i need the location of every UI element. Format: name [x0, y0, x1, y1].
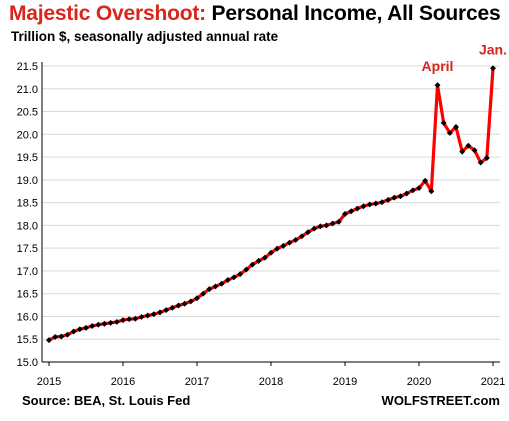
- data-point: [305, 229, 311, 236]
- chart-subtitle: Trillion $, seasonally adjusted annual r…: [11, 29, 279, 44]
- series-line: [48, 68, 495, 342]
- data-point: [107, 319, 114, 326]
- data-point: [231, 274, 237, 281]
- y-tick-label: 20.0: [17, 129, 38, 141]
- data-point: [391, 194, 398, 201]
- x-tick-label: 2019: [333, 376, 357, 388]
- data-point: [409, 187, 416, 194]
- y-tick-label: 21.0: [17, 84, 38, 96]
- x-tick-label: 2020: [407, 376, 431, 388]
- chart-title-rest: Personal Income, All Sources: [205, 2, 501, 25]
- data-point: [348, 208, 355, 215]
- data-point: [366, 201, 373, 208]
- data-point: [292, 236, 299, 243]
- data-point: [483, 155, 490, 161]
- chart-title-accent: Majestic Overshoot:: [9, 2, 206, 25]
- y-tick-label: 17.5: [17, 243, 38, 255]
- data-point: [317, 223, 324, 230]
- data-point: [126, 316, 133, 323]
- data-point: [323, 222, 330, 229]
- brand-label: WOLFSTREET.com: [381, 393, 500, 408]
- data-point: [101, 320, 108, 327]
- data-points: [46, 65, 496, 344]
- data-point: [286, 239, 293, 246]
- x-tick-label: 2016: [111, 376, 135, 388]
- annotation-label: April: [422, 58, 454, 74]
- data-point: [280, 242, 287, 249]
- annotation-label: Jan.: [479, 41, 507, 57]
- data-point: [218, 280, 225, 287]
- data-point: [397, 193, 404, 200]
- data-point: [181, 300, 188, 307]
- y-tick-label: 17.0: [17, 266, 38, 278]
- chart-title: Majestic Overshoot: Personal Income, All…: [9, 2, 501, 26]
- x-tick-label: 2017: [185, 376, 209, 388]
- y-tick-label: 15.5: [17, 334, 38, 346]
- data-point: [446, 129, 453, 136]
- data-point: [434, 82, 441, 89]
- y-tick-label: 20.5: [17, 107, 38, 119]
- annotations: April Jan.: [422, 41, 507, 74]
- y-tick-label: 19.0: [17, 175, 38, 187]
- source-note: Source: BEA, St. Louis Fed: [22, 393, 191, 408]
- data-point: [200, 290, 207, 297]
- y-tick-label: 15.0: [17, 357, 38, 369]
- data-point: [311, 225, 318, 232]
- data-point: [249, 261, 256, 268]
- data-point: [453, 124, 459, 130]
- y-tick-label: 18.5: [17, 198, 38, 210]
- data-point: [335, 218, 342, 225]
- data-point: [490, 65, 496, 72]
- grid-lines: [42, 65, 500, 340]
- data-point: [465, 142, 472, 149]
- y-tick-label: 16.0: [17, 311, 38, 323]
- data-point: [372, 200, 379, 207]
- data-point: [385, 196, 392, 203]
- data-point: [144, 312, 151, 319]
- data-point: [255, 257, 262, 264]
- data-point: [342, 211, 348, 217]
- data-point: [268, 249, 274, 256]
- data-point: [46, 337, 52, 344]
- x-tick-labels: 2015 2016 2017 2018 2019 2020 2021: [37, 376, 505, 388]
- series-line-layer: [48, 68, 495, 342]
- data-point: [471, 147, 478, 154]
- x-tick-label: 2021: [481, 376, 505, 388]
- y-tick-label: 16.5: [17, 289, 38, 301]
- x-tick-label: 2018: [259, 376, 283, 388]
- data-point: [274, 245, 281, 252]
- y-tick-label: 21.5: [17, 61, 38, 73]
- y-tick-label: 18.0: [17, 220, 38, 232]
- data-point: [132, 315, 139, 322]
- data-point: [379, 199, 385, 206]
- axes: [41, 62, 500, 366]
- data-point: [237, 271, 244, 278]
- y-tick-label: 19.5: [17, 152, 38, 164]
- x-tick-label: 2015: [37, 376, 61, 388]
- data-point: [52, 333, 59, 340]
- data-point: [163, 307, 170, 314]
- y-tick-labels: 15.0 15.5 16.0 16.5 17.0 17.5 18.0 18.5 19.0 19.5…: [17, 61, 38, 369]
- data-point: [459, 148, 466, 155]
- data-point: [157, 309, 163, 316]
- data-point: [440, 119, 447, 126]
